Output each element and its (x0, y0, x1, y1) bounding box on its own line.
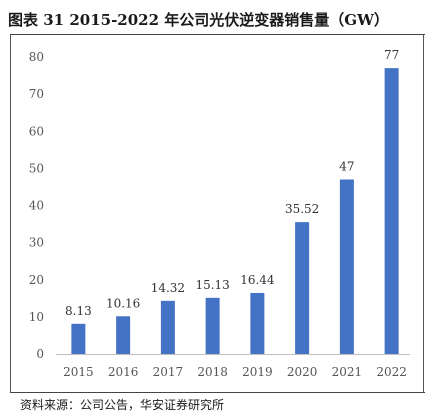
x-tick-label: 2016 (108, 365, 139, 379)
x-axis-ticks: 2015 2016 2017 2018 2019 2020 2021 2022 (63, 365, 407, 379)
y-tick-label: 10 (29, 310, 44, 324)
y-tick-label: 0 (36, 347, 44, 361)
y-tick-label: 50 (29, 161, 44, 175)
chart-title: 图表 31 2015-2022 年公司光伏逆变器销售量（GW） (8, 11, 389, 29)
data-label-2018: 15.13 (195, 278, 229, 292)
y-tick-label: 40 (29, 199, 44, 213)
bar-2018 (205, 297, 220, 354)
bar-2022 (384, 68, 399, 354)
data-label-2020: 35.52 (285, 202, 319, 216)
data-labels: 8.13 10.16 14.32 15.13 16.44 35.52 47 77 (65, 48, 399, 318)
y-axis-ticks: 0 10 20 30 40 50 60 70 80 (29, 50, 44, 361)
data-label-2019: 16.44 (240, 273, 275, 287)
x-tick-label: 2018 (197, 365, 228, 379)
bottom-rule (10, 392, 425, 393)
y-tick-label: 80 (29, 50, 44, 64)
bar-2016 (116, 316, 131, 354)
data-label-2016: 10.16 (106, 296, 140, 310)
bar-2015 (71, 323, 86, 354)
y-tick-label: 20 (29, 273, 44, 287)
x-tick-label: 2019 (242, 365, 273, 379)
x-tick-label: 2017 (153, 365, 184, 379)
bar-2020 (295, 222, 310, 354)
data-label-2015: 8.13 (65, 304, 92, 318)
top-rule (10, 34, 425, 35)
y-tick-label: 70 (29, 87, 44, 101)
x-tick-label: 2015 (63, 365, 94, 379)
x-tick-label: 2020 (287, 365, 318, 379)
bar-2021 (339, 179, 354, 354)
bar-2017 (160, 300, 175, 354)
chart-frame (10, 35, 424, 392)
y-tick-label: 60 (29, 124, 44, 138)
data-label-2017: 14.32 (151, 281, 185, 295)
x-tick-label: 2022 (376, 365, 407, 379)
bar-2019 (250, 292, 265, 354)
x-tick-label: 2021 (332, 365, 363, 379)
bars (71, 68, 399, 354)
data-label-2021: 47 (339, 160, 354, 174)
y-tick-label: 30 (29, 236, 44, 250)
source-note: 资料来源：公司公告，华安证券研究所 (20, 398, 225, 412)
data-label-2022: 77 (384, 48, 399, 62)
